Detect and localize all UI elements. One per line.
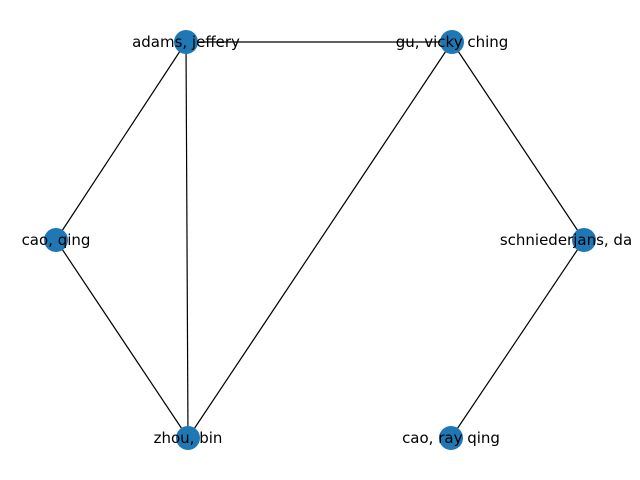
edge-cao_qing-zhou	[55, 239, 189, 439]
node-label-gu: gu, vicky ching	[396, 33, 509, 51]
node-cao_qing	[44, 228, 68, 252]
node-cao_ray	[439, 426, 463, 450]
node-label-cao_ray: cao, ray qing	[402, 429, 500, 447]
node-label-cao_qing: cao, qing	[22, 231, 91, 249]
edge-gu-zhou	[187, 41, 453, 439]
graph-nodes	[44, 30, 596, 450]
graph-edges	[55, 41, 585, 439]
edge-adams-cao_qing	[55, 41, 187, 241]
graph-labels: adams, jeffery gu, vicky ching cao, qing sc…	[22, 33, 633, 447]
node-zhou	[176, 426, 200, 450]
node-adams	[174, 30, 198, 54]
node-gu	[440, 30, 464, 54]
edge-gu-schniederjans	[451, 41, 585, 241]
node-schniederjans	[572, 228, 596, 252]
edge-adams-zhou	[185, 41, 189, 439]
node-label-adams: adams, jeffery	[132, 33, 240, 51]
node-label-schniederjans: schniederjans, da	[500, 231, 632, 249]
edge-schniederjans-cao_ray	[450, 239, 585, 439]
node-label-zhou: zhou, bin	[154, 429, 223, 447]
